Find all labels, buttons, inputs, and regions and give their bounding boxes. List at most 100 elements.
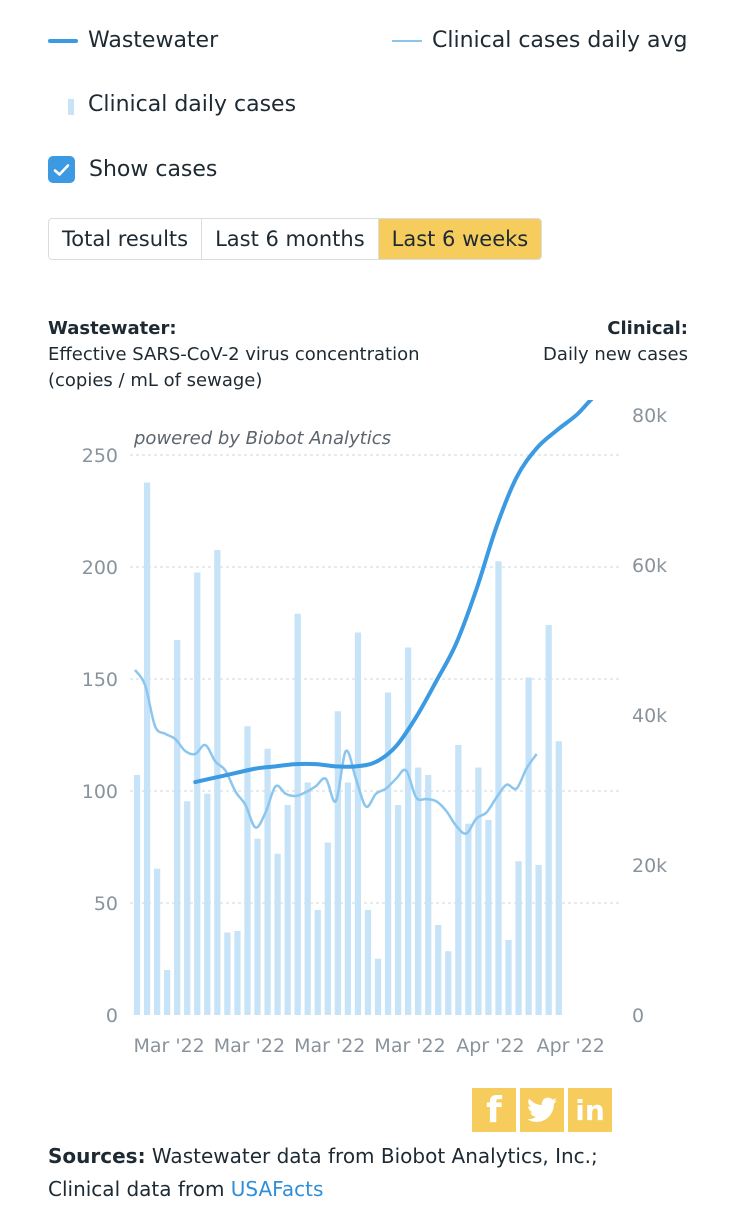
- facebook-icon: f: [486, 1089, 502, 1131]
- right-tick-label: 40k: [632, 705, 667, 727]
- left-tick-label: 150: [82, 669, 118, 691]
- right-axis-header: Clinical: Daily new cases: [543, 316, 688, 368]
- clinical-daily-bar: [254, 838, 261, 1015]
- clinical-daily-bar: [194, 572, 201, 1015]
- clinical-daily-bar: [224, 932, 231, 1015]
- line-layer: [133, 400, 594, 835]
- left-axis-subtitle-2: (copies / mL of sewage): [48, 370, 263, 391]
- range-last-6-months-button[interactable]: Last 6 months: [202, 219, 379, 259]
- wastewater-clinical-chart: 0 50 100 150 200 250 0 20k 40k 60k 80k Mar '22 Mar '…: [82, 400, 667, 1057]
- left-tick-label: 100: [82, 781, 118, 803]
- clinical-daily-bar: [545, 625, 552, 1015]
- clinical-daily-bar: [174, 640, 181, 1015]
- clinical-daily-bar: [234, 931, 241, 1015]
- clinical-daily-bar: [425, 775, 432, 1015]
- time-range-selector: Total results Last 6 months Last 6 weeks: [48, 218, 543, 260]
- right-tick-label: 0: [632, 1005, 644, 1027]
- clinical-daily-bar: [354, 632, 362, 1015]
- right-tick-label: 80k: [632, 405, 667, 427]
- left-axis-subtitle-1: Effective SARS-CoV-2 virus concentration: [48, 344, 420, 365]
- legend-wastewater[interactable]: Wastewater: [48, 28, 218, 53]
- clinical-daily-bar: [184, 801, 191, 1015]
- x-tick-label: Mar '22: [374, 1035, 445, 1057]
- twitter-icon: [527, 1097, 557, 1122]
- clinical-daily-bar: [294, 613, 301, 1015]
- legend-clinical-daily[interactable]: Clinical daily cases: [68, 92, 296, 117]
- legend-wastewater-label: Wastewater: [88, 28, 219, 53]
- clinical-daily-bar: [133, 775, 141, 1015]
- left-tick-label: 50: [94, 893, 118, 915]
- legend-clinical-avg[interactable]: Clinical cases daily avg: [392, 28, 688, 53]
- clinical-daily-bar: [415, 767, 422, 1015]
- legend-clinical-daily-label: Clinical daily cases: [88, 92, 297, 117]
- clinical-daily-bar: [505, 940, 512, 1015]
- right-axis-subtitle: Daily new cases: [543, 344, 688, 365]
- bar-layer: [133, 482, 562, 1015]
- left-axis-title: Wastewater:: [48, 318, 177, 339]
- x-tick-label: Mar '22: [214, 1035, 285, 1057]
- clinical-daily-bar: [465, 823, 472, 1015]
- clinical-daily-bar: [314, 910, 321, 1015]
- clinical-daily-bar: [475, 767, 482, 1015]
- sources-line-1: Wastewater data from Biobot Analytics, I…: [145, 1144, 598, 1168]
- left-tick-label: 250: [82, 445, 118, 467]
- facebook-share-button[interactable]: f: [472, 1088, 516, 1132]
- clinical-daily-bar: [374, 958, 382, 1015]
- show-cases-label: Show cases: [89, 157, 218, 182]
- checkbox-checked-icon[interactable]: [48, 156, 75, 183]
- clinical-daily-bar: [405, 647, 412, 1015]
- clinical-daily-bar: [455, 745, 462, 1015]
- clinical-daily-swatch: [68, 98, 74, 115]
- clinical-daily-bar: [384, 692, 392, 1015]
- sources-note: Sources: Wastewater data from Biobot Ana…: [48, 1140, 598, 1206]
- range-last-6-weeks-button[interactable]: Last 6 weeks: [378, 219, 542, 259]
- clinical-daily-bar: [535, 865, 542, 1015]
- show-cases-checkbox[interactable]: Show cases: [48, 156, 217, 183]
- text-layer: 0 50 100 150 200 250 0 20k 40k 60k 80k Mar '22 Mar '…: [82, 405, 667, 1057]
- clinical-daily-bar: [495, 561, 502, 1015]
- wastewater-line: [193, 400, 594, 785]
- clinical-daily-bar: [555, 741, 562, 1015]
- clinical-daily-bar: [515, 861, 522, 1015]
- clinical-daily-bar: [214, 550, 221, 1015]
- clinical-avg-swatch: [392, 39, 422, 42]
- left-tick-label: 0: [106, 1005, 118, 1027]
- clinical-daily-bar: [445, 951, 452, 1015]
- wastewater-swatch: [48, 38, 78, 43]
- clinical-daily-bar: [525, 677, 532, 1015]
- clinical-daily-bar: [304, 782, 311, 1015]
- left-tick-label: 200: [82, 557, 118, 579]
- clinical-daily-bar: [324, 842, 331, 1015]
- clinical-daily-bar: [164, 970, 171, 1015]
- right-axis-title: Clinical:: [607, 318, 688, 339]
- legend-clinical-avg-label: Clinical cases daily avg: [432, 28, 688, 53]
- range-total-results-button[interactable]: Total results: [49, 219, 203, 259]
- clinical-daily-bar: [264, 748, 271, 1015]
- twitter-share-button[interactable]: [520, 1088, 564, 1132]
- clinical-daily-bar: [284, 805, 291, 1015]
- linkedin-share-button[interactable]: in: [568, 1088, 612, 1132]
- clinical-daily-bar: [204, 793, 211, 1015]
- watermark: powered by Biobot Analytics: [133, 428, 391, 449]
- clinical-daily-bar: [334, 711, 341, 1015]
- x-tick-label: Mar '22: [133, 1035, 204, 1057]
- right-tick-label: 20k: [632, 855, 667, 877]
- clinical-daily-bar: [344, 782, 351, 1015]
- clinical-daily-bar: [244, 726, 251, 1015]
- sources-label: Sources:: [48, 1144, 146, 1168]
- x-tick-label: Apr '22: [537, 1035, 605, 1057]
- clinical-daily-bar: [143, 482, 151, 1015]
- clinical-daily-bar: [394, 805, 402, 1015]
- x-tick-label: Mar '22: [294, 1035, 365, 1057]
- share-buttons: f in: [472, 1088, 612, 1132]
- clinical-avg-line: [133, 669, 538, 835]
- linkedin-icon: in: [575, 1093, 605, 1127]
- right-tick-label: 60k: [632, 555, 667, 577]
- sources-line-2: Clinical data from: [48, 1177, 231, 1201]
- x-tick-label: Apr '22: [456, 1035, 524, 1057]
- usafacts-link[interactable]: USAFacts: [230, 1177, 324, 1201]
- clinical-daily-bar: [364, 910, 372, 1015]
- clinical-daily-bar: [435, 925, 442, 1015]
- left-axis-header: Wastewater: Effective SARS-CoV-2 virus c…: [48, 316, 420, 394]
- clinical-daily-bar: [274, 853, 281, 1015]
